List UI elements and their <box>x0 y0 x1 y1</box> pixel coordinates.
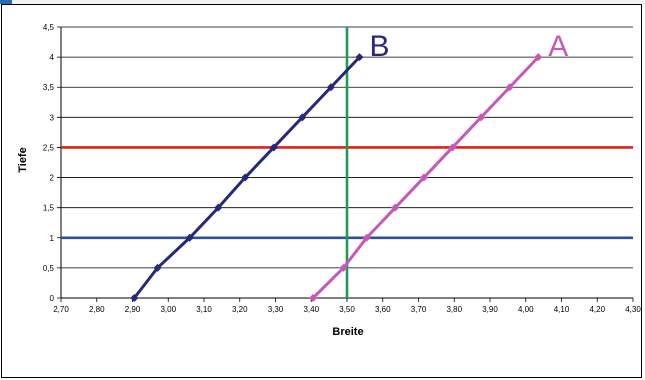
chart-frame <box>1 4 642 378</box>
data-point-b <box>298 113 307 122</box>
data-point-a <box>534 53 543 62</box>
x-tick-label: 3,00 <box>160 305 176 314</box>
data-point-b <box>326 83 335 92</box>
x-tick-label: 3,90 <box>482 305 498 314</box>
x-tick-label: 3,30 <box>268 305 284 314</box>
y-tick-label: 1,5 <box>43 204 55 213</box>
x-tick-label: 4,30 <box>625 305 641 314</box>
x-tick-label: 4,20 <box>589 305 605 314</box>
data-point-a <box>419 173 428 182</box>
data-point-a <box>477 113 486 122</box>
x-tick-label: 4,10 <box>554 305 570 314</box>
y-axis-label: Tiefe <box>17 147 29 172</box>
y-tick-label: 0 <box>50 294 55 303</box>
data-point-b <box>241 173 250 182</box>
series-label-a: A <box>548 30 568 63</box>
data-point-b <box>130 294 139 302</box>
series-label-b: B <box>370 30 390 63</box>
reference-lines <box>61 27 633 298</box>
data-point-b <box>355 53 364 62</box>
x-axis-label: Breite <box>332 326 363 338</box>
x-tick-label: 3,20 <box>232 305 248 314</box>
y-tick-label: 2 <box>50 174 55 183</box>
x-tick-label: 3,40 <box>303 305 319 314</box>
y-tick-label: 3 <box>50 113 55 122</box>
top-accent-mark <box>0 0 12 4</box>
y-tick-label: 0,5 <box>43 264 55 273</box>
data-point-b <box>269 143 278 152</box>
x-tick-label: 3,80 <box>446 305 462 314</box>
data-point-a <box>448 143 457 152</box>
data-point-b <box>214 203 223 212</box>
top-bar <box>0 0 645 4</box>
x-tick-labels: 2,70 2,80 2,90 3,00 3,10 3,20 3,30 3,40 3,50 3,60… <box>53 305 641 314</box>
y-tick-label: 3,5 <box>43 83 55 92</box>
y-tick-labels: 0 0,5 1 1,5 2 2,5 3 3,5 4 4,5 <box>43 23 55 303</box>
data-point-b <box>153 263 162 272</box>
y-tick-label: 2,5 <box>43 143 55 152</box>
data-point-a <box>505 83 514 92</box>
gridlines <box>57 26 633 299</box>
data-point-a <box>362 233 371 242</box>
x-tick-label: 2,80 <box>89 305 105 314</box>
x-tick-label: 4,00 <box>518 305 534 314</box>
data-point-a <box>309 294 318 302</box>
y-tick-label: 4,5 <box>43 23 55 32</box>
x-tick-label: 2,70 <box>53 305 69 314</box>
x-tick-label: 2,90 <box>125 305 141 314</box>
x-tick-label: 3,60 <box>375 305 391 314</box>
data-point-b <box>185 233 194 242</box>
data-point-a <box>391 203 400 212</box>
data-point-a <box>339 263 348 272</box>
x-tick-label: 3,70 <box>411 305 427 314</box>
y-tick-label: 1 <box>50 234 55 243</box>
x-tick-label: 3,50 <box>339 305 355 314</box>
x-tick-label: 3,10 <box>196 305 212 314</box>
y-tick-label: 4 <box>50 53 55 62</box>
